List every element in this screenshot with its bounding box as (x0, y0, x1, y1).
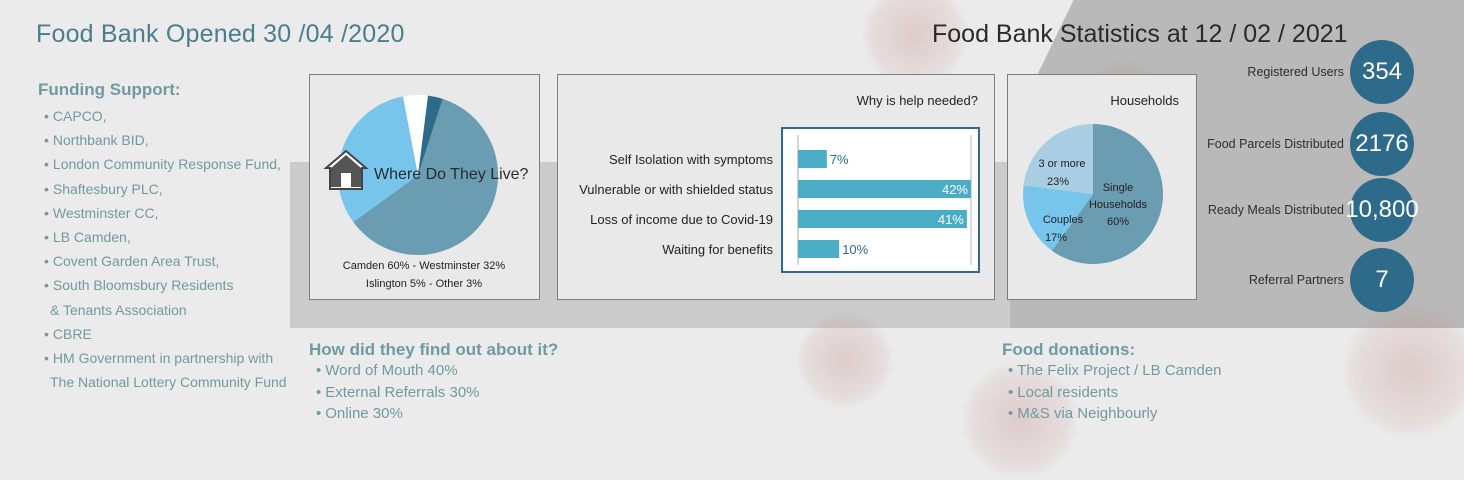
list-item: • Online 30% (316, 405, 403, 422)
pie-slice-single-households (1051, 124, 1163, 264)
where-live-caption-line2: Islington 5% - Other 3% (366, 278, 482, 290)
list-item: • London Community Response Fund, (44, 156, 281, 173)
donations-list: • The Felix Project / LB Camden • Local re… (1008, 360, 1222, 425)
stat-food-parcels: Food Parcels Distributed 2176 (1207, 112, 1414, 176)
bar-category-label: Waiting for benefits (662, 242, 773, 257)
find-out-list: • Word of Mouth 40% • External Referrals 3… (316, 360, 480, 425)
list-item: The National Lottery Community Fund (50, 374, 287, 391)
couples-label-line2: 17% (1045, 232, 1067, 244)
bar (798, 150, 827, 168)
list-item: • The Felix Project / LB Camden (1008, 362, 1222, 379)
where-live-caption-line1: Camden 60% - Westminster 32% (343, 260, 506, 272)
virus-decoration (795, 310, 895, 410)
statistics-title: Food Bank Statistics at 12 / 02 / 2021 (932, 20, 1348, 48)
pie-slice-3-or-more (1023, 124, 1093, 194)
why-help-bar-chart: Self Isolation with symptoms 7% Vulnerable… (579, 127, 980, 273)
pie-slice-islington (403, 95, 429, 175)
where-live-title: Where Do They Live? (374, 166, 529, 183)
list-item: • M&S via Neighbourly (1008, 405, 1158, 422)
list-item: • HM Government in partnership with (44, 350, 274, 367)
stat-value-circle: 7 (1350, 248, 1414, 312)
bar-value-label: 10% (842, 242, 868, 257)
stat-registered-users: Registered Users 354 (1247, 40, 1414, 104)
why-help-title: Why is help needed? (856, 93, 978, 108)
list-item: • CAPCO, (44, 108, 107, 124)
list-item: • Northbank BID, (44, 132, 149, 149)
pie-slice-westminster (338, 96, 418, 223)
households-panel: Households Single Households 60% Couples… (1007, 74, 1197, 300)
stat-value-circle: 354 (1350, 40, 1414, 104)
list-item: • LB Camden, (44, 229, 131, 246)
bar-value-label: 42% (942, 182, 968, 197)
list-item: • Covent Garden Area Trust, (44, 253, 220, 270)
bar-value-label: 7% (830, 152, 849, 167)
where-live-panel: Where Do They Live? Camden 60% - Westmin… (309, 74, 540, 300)
stat-label: Ready Meals Distributed (1207, 203, 1344, 217)
where-live-pie-chart: Where Do They Live? Camden 60% - Westmin… (323, 95, 529, 290)
stat-label: Registered Users (1247, 65, 1344, 79)
stat-referral-partners: Referral Partners 7 (1249, 248, 1414, 312)
stat-label: Food Parcels Distributed (1207, 137, 1344, 151)
pie-slice-couples (1023, 185, 1093, 251)
list-item: • South Bloomsbury Residents (44, 277, 234, 294)
funding-heading: Funding Support: (38, 80, 181, 99)
why-help-panel: Why is help needed? Self Isolation with … (557, 74, 995, 300)
three-plus-label-line2: 23% (1047, 176, 1069, 188)
stat-ready-meals: Ready Meals Distributed 10,800 (1207, 178, 1419, 242)
three-plus-label-line1: 3 or more (1038, 158, 1085, 170)
bar-category-label: Vulnerable or with shielded status (579, 182, 773, 197)
pie-slice-camden (353, 98, 498, 256)
bar-category-label: Loss of income due to Covid-19 (590, 212, 773, 227)
virus-decoration (1340, 300, 1464, 440)
bar (798, 240, 840, 258)
bar (798, 180, 971, 198)
infographic: { "header": { "left_title": "Food Bank O… (36, 0, 1464, 480)
single-label-line2: Households (1089, 199, 1148, 211)
list-item: • Word of Mouth 40% (316, 362, 458, 379)
single-label-line1: Single (1103, 182, 1134, 194)
stat-value-circle: 2176 (1350, 112, 1414, 176)
list-item: • External Referrals 30% (316, 383, 480, 401)
find-out-heading: How did they find out about it? (309, 340, 559, 359)
donations-heading: Food donations: (1002, 340, 1136, 359)
pie-slice-other (418, 95, 443, 175)
opened-title: Food Bank Opened 30 /04 /2020 (36, 20, 405, 48)
bar-category-label: Self Isolation with symptoms (609, 152, 774, 167)
list-item: • CBRE (44, 325, 92, 342)
house-icon (323, 149, 369, 190)
list-item: • Shaftesbury PLC, (44, 180, 163, 197)
single-label-line3: 60% (1107, 216, 1129, 228)
bar-value-label: 41% (938, 212, 964, 227)
funding-list: • CAPCO, • Northbank BID, • London Communit… (44, 104, 287, 394)
households-title: Households (1110, 93, 1179, 108)
bar (798, 210, 967, 228)
stat-label: Referral Partners (1248, 273, 1344, 287)
couples-label-line1: Couples (1043, 214, 1084, 226)
households-pie-chart: Single Households 60% Couples 17% 3 or m… (1023, 124, 1163, 264)
list-item: & Tenants Association (50, 301, 187, 318)
stat-value-circle: 10,800 (1345, 178, 1419, 242)
list-item: • Local residents (1008, 383, 1119, 401)
list-item: • Westminster CC, (44, 204, 159, 221)
